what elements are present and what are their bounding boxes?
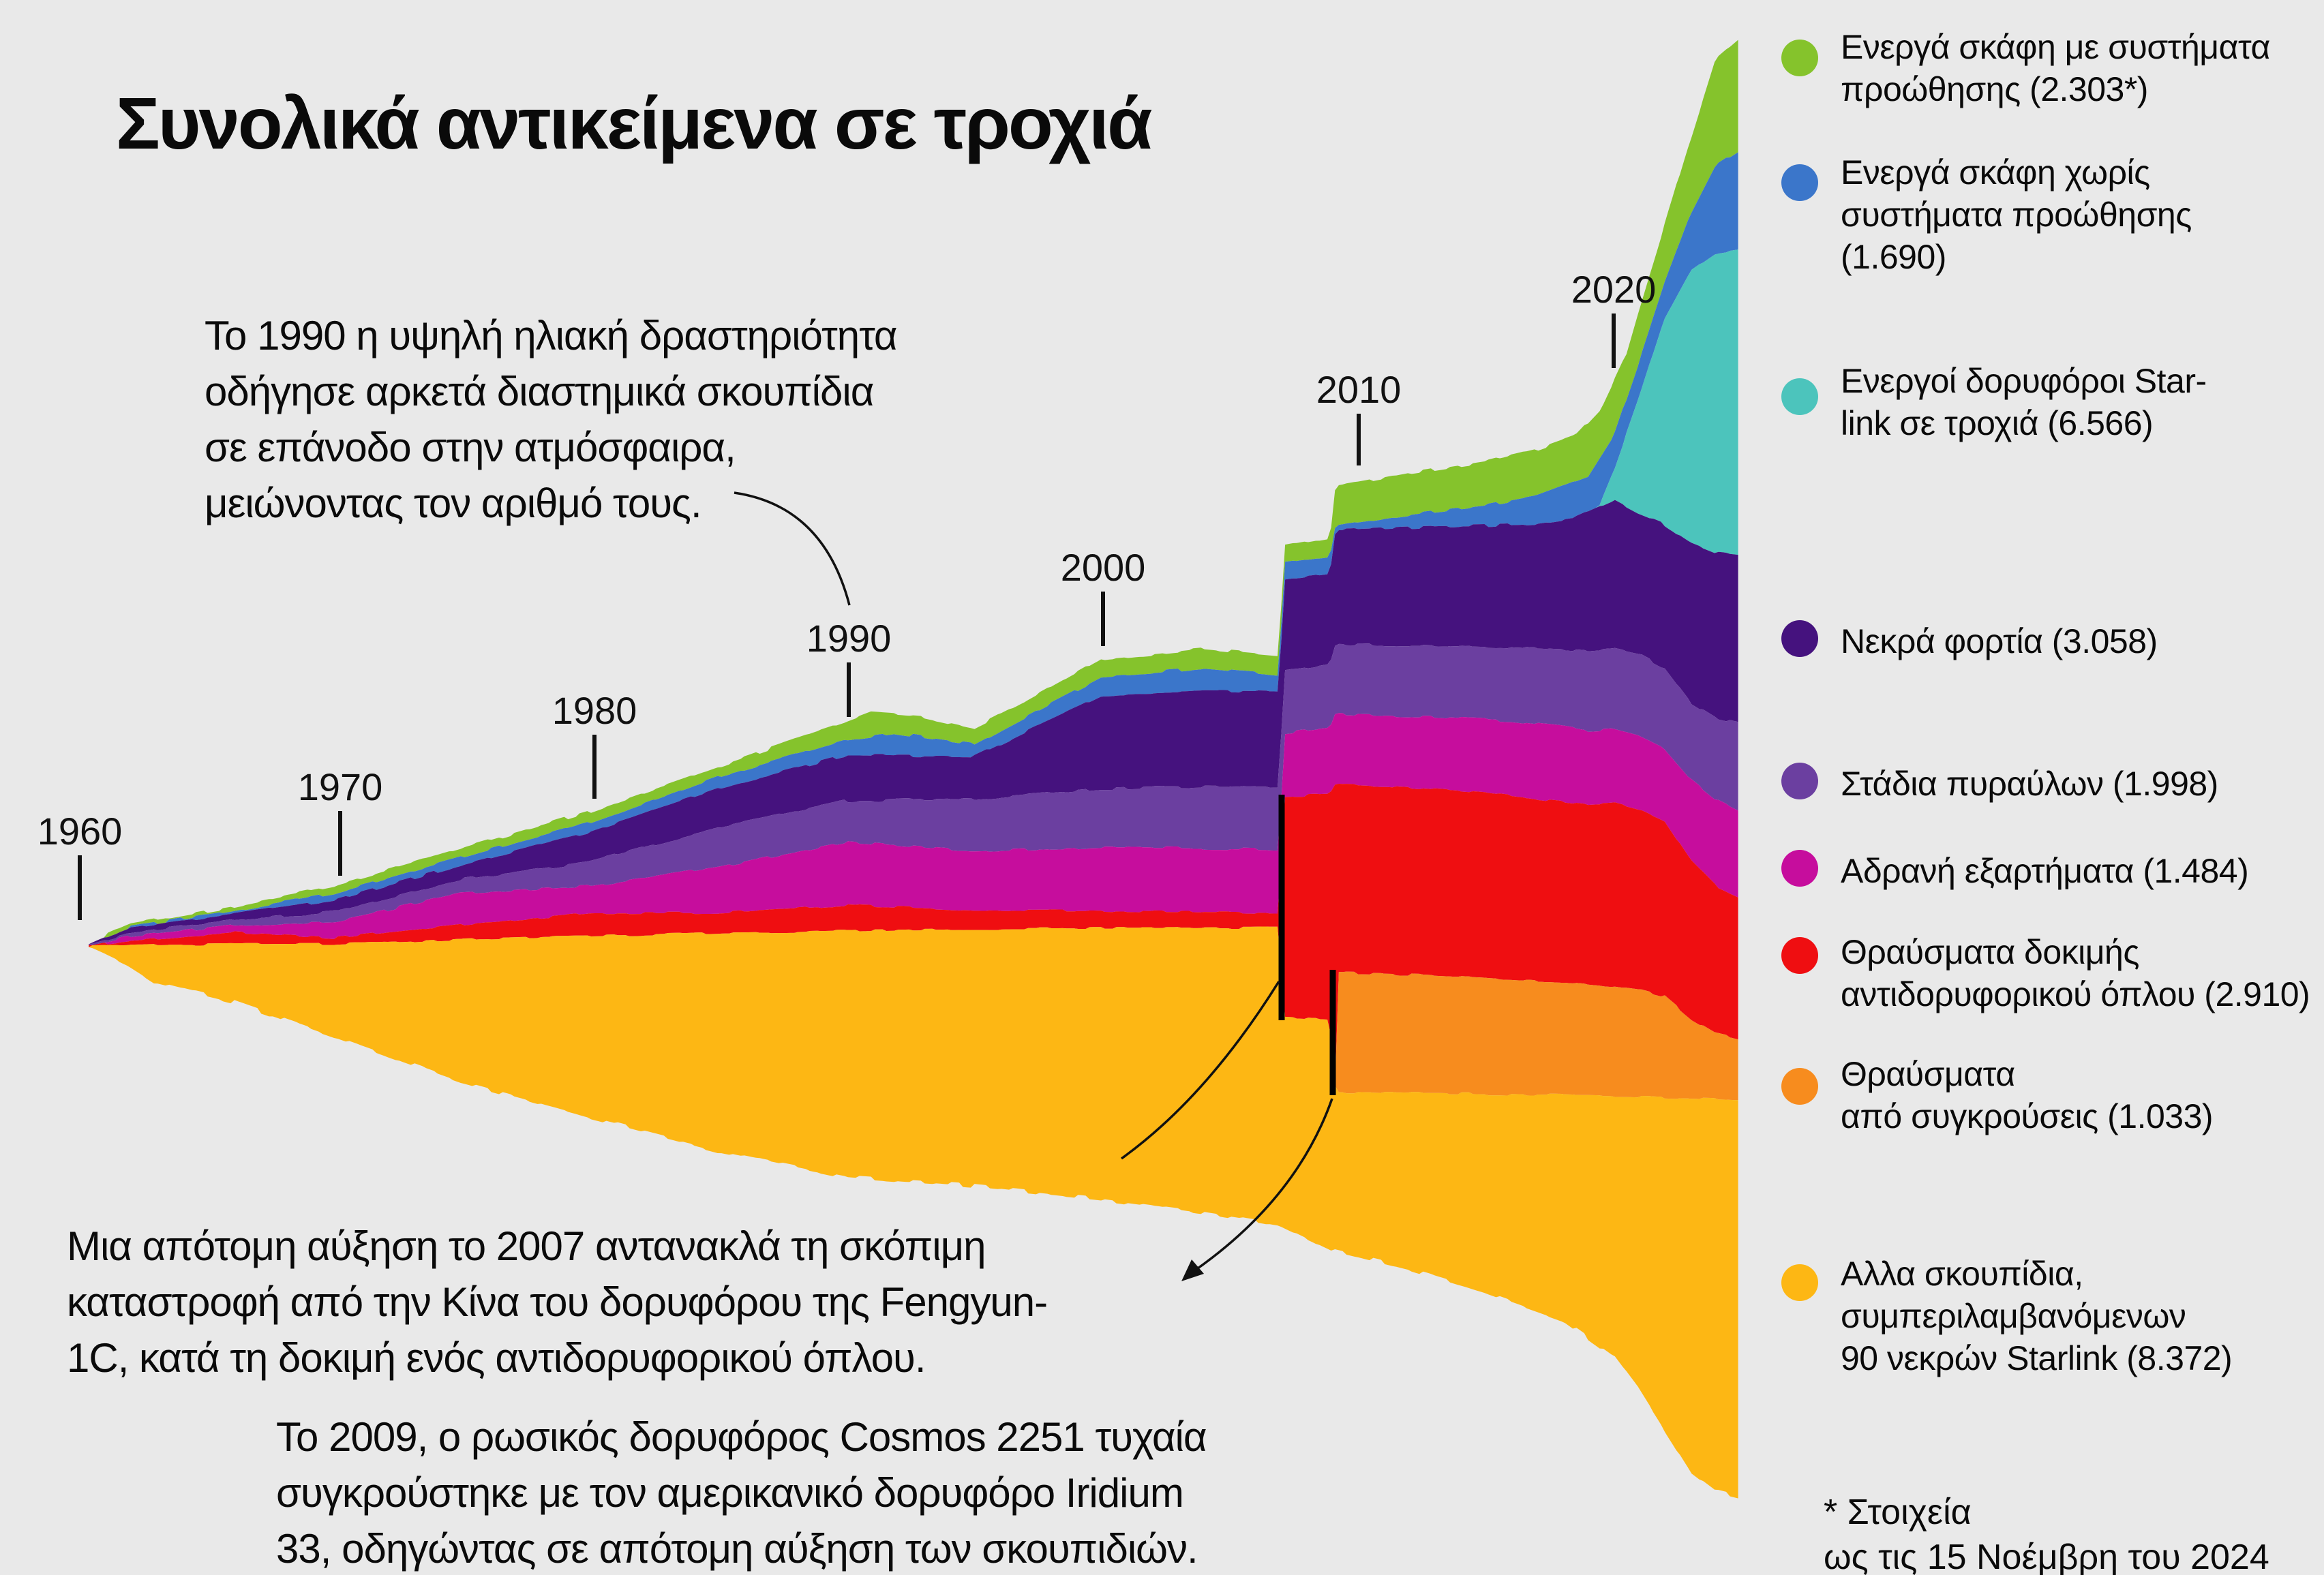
x-tick-label-1990: 1990	[806, 617, 892, 660]
chart-title: Συνολικά αντικείμενα σε τροχιά	[116, 82, 1153, 164]
stream-layer-active-propulsion	[89, 40, 1738, 945]
connector-2007-fengyun	[1120, 981, 1280, 1160]
legend-label-rocket-stages: Στάδια πυραύλων (1.998)	[1841, 765, 2218, 803]
annotation-fengyun-2007: Μια απότομη αύξηση το 2007 αντανακλά τη …	[67, 1223, 1048, 1381]
legend-label-asat-fragments: Θραύσματα δοκιμής αντιδορυφορικού όπλου …	[1841, 933, 2310, 1013]
annotation-solar-activity: Το 1990 η υψηλή ηλιακή δραστηριότητα οδή…	[205, 313, 898, 526]
legend-label-collision-fragments: Θραύσματα από συγκρούσεις (1.033)	[1841, 1055, 2214, 1135]
x-tick-label-1980: 1980	[552, 689, 637, 732]
legend-swatch-starlink-active	[1781, 378, 1818, 415]
legend-swatch-collision-fragments	[1781, 1068, 1818, 1105]
x-tick-label-1970: 1970	[297, 765, 383, 808]
legend-label-active-propulsion: Ενεργά σκάφη με συστήματα προώθησης (2.3…	[1841, 28, 2270, 108]
stream-layer-collision-fragments	[89, 926, 1738, 1101]
legend-swatch-other-debris	[1781, 1264, 1818, 1301]
legend-swatch-dead-payloads	[1781, 620, 1818, 657]
stream-layer-asat-fragments	[89, 784, 1738, 1086]
annotation-cosmos-2009: Το 2009, ο ρωσικός δορυφόρος Cosmos 2251…	[276, 1414, 1207, 1572]
legend-label-inert-parts: Αδρανή εξαρτήματα (1.484)	[1841, 852, 2249, 890]
footnote: * Στοιχεία ως τις 15 Νοέμβρη του 2024	[1824, 1493, 2269, 1575]
x-tick-label-2000: 2000	[1060, 546, 1146, 589]
legend-swatch-active-no-propulsion	[1781, 164, 1818, 201]
legend-swatch-inert-parts	[1781, 850, 1818, 887]
connector-1990-solar	[734, 491, 851, 606]
x-tick-label-1960: 1960	[37, 810, 123, 853]
legend-label-other-debris: Αλλα σκουπίδια, συμπεριλαμβανόμενων 90 ν…	[1841, 1255, 2233, 1377]
legend-swatch-active-propulsion	[1781, 40, 1818, 76]
stream-layer-other-debris	[89, 926, 1738, 1499]
event-2009-cosmos-iridium	[1329, 970, 1336, 1095]
event-2007-fengyun	[1278, 795, 1285, 1020]
connector-2009-cosmos	[1192, 1098, 1333, 1273]
stream-layer-inert-parts	[89, 713, 1738, 945]
x-tick-label-2020: 2020	[1571, 268, 1657, 311]
connector-2009-cosmos-arrowhead	[1181, 1259, 1204, 1281]
stream-layer-dead-payloads	[89, 500, 1738, 945]
legend-label-active-no-propulsion: Ενεργά σκάφη χωρίς συστήματα προώθησης (…	[1841, 153, 2192, 276]
legend-label-dead-payloads: Νεκρά φορτία (3.058)	[1841, 622, 2158, 660]
legend-label-starlink-active: Ενεργοί δορυφόροι Star- link σε τροχιά (…	[1841, 362, 2207, 442]
x-tick-label-2010: 2010	[1316, 368, 1402, 411]
stream-layer-rocket-stages	[89, 643, 1738, 945]
legend-swatch-asat-fragments	[1781, 937, 1818, 974]
legend-swatch-rocket-stages	[1781, 763, 1818, 799]
